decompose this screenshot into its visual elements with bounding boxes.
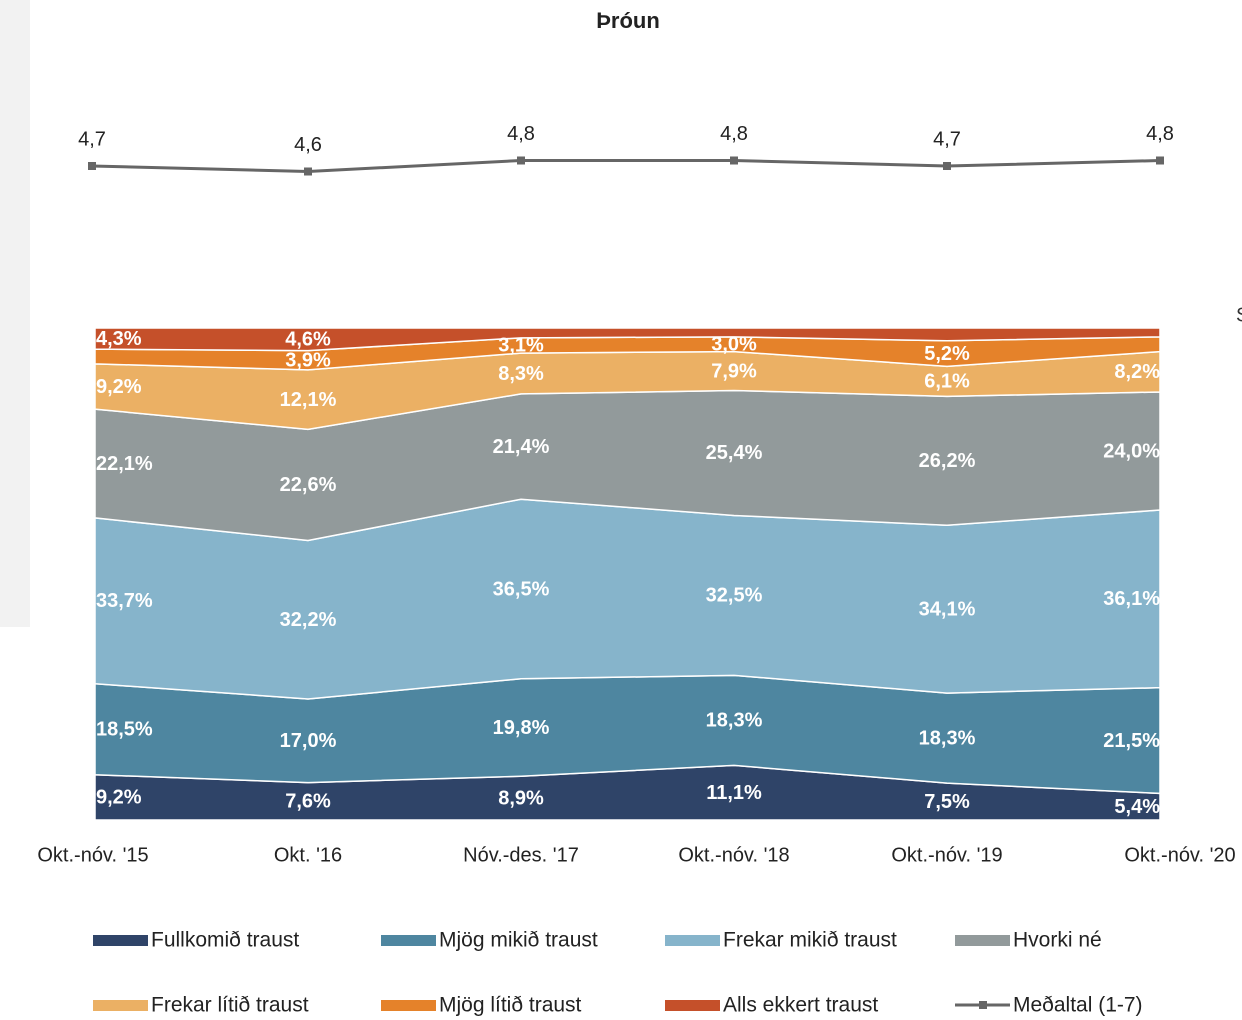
value-label: 3,0% <box>711 334 757 356</box>
mean-marker <box>517 156 525 165</box>
value-label: 12,1% <box>280 389 337 411</box>
legend-label: Alls ekkert traust <box>723 994 878 1017</box>
legend-label: Mjög mikið traust <box>439 929 598 952</box>
value-label: 8,9% <box>498 787 544 809</box>
value-label: 5,4% <box>1114 796 1160 818</box>
mean-label: 4,6 <box>294 134 322 156</box>
value-label: 36,5% <box>493 578 550 600</box>
mean-label: 4,8 <box>1146 123 1174 145</box>
mean-label: 4,8 <box>720 123 748 145</box>
value-label: 21,4% <box>493 436 550 458</box>
legend-label: Mjög lítið traust <box>439 994 582 1017</box>
value-label: 26,2% <box>919 450 976 472</box>
legend-label: Hvorki né <box>1013 929 1102 952</box>
legend-swatch <box>93 1000 148 1011</box>
legend-swatch <box>93 935 148 946</box>
x-tick-label: Nóv.-des. '17 <box>463 844 579 866</box>
value-label: 24,0% <box>1103 440 1160 462</box>
mean-line <box>91 159 1161 174</box>
value-label: 7,5% <box>924 791 970 813</box>
side-label: S <box>1236 304 1242 326</box>
value-label: 3,9% <box>285 350 331 372</box>
value-label: 7,9% <box>711 360 757 382</box>
value-label: 3,1% <box>498 335 544 357</box>
value-label: 7,6% <box>285 791 331 813</box>
mean-label: 4,7 <box>933 128 961 150</box>
mean-label: 4,7 <box>78 128 106 150</box>
x-tick-label: Okt. '16 <box>274 844 342 866</box>
area <box>94 327 1161 352</box>
x-tick-label: Okt.-nóv. '19 <box>891 844 1002 866</box>
mean-label: 4,8 <box>507 123 535 145</box>
x-tick-label: Okt.-nóv. '20 <box>1124 844 1235 866</box>
value-label: 18,5% <box>96 719 153 741</box>
value-label: 5,2% <box>924 343 970 365</box>
value-label: 21,5% <box>1103 730 1160 752</box>
value-label: 8,3% <box>498 363 544 385</box>
value-label: 32,2% <box>280 609 337 631</box>
x-tick-label: Okt.-nóv. '18 <box>678 844 789 866</box>
legend-swatch <box>955 935 1010 946</box>
value-label: 17,0% <box>280 730 337 752</box>
value-label: 22,6% <box>280 474 337 496</box>
legend-swatch <box>381 935 436 946</box>
value-label: 34,1% <box>919 598 976 620</box>
value-label: 32,5% <box>706 585 763 607</box>
value-label: 4,3% <box>96 328 142 350</box>
legend-label: Meðaltal (1-7) <box>1013 994 1143 1017</box>
chart-title: Þróun <box>596 8 660 33</box>
value-label: 18,3% <box>706 710 763 732</box>
mean-marker <box>304 167 312 176</box>
mean-marker <box>730 156 738 165</box>
value-label: 19,8% <box>493 717 550 739</box>
value-label: 9,2% <box>96 787 142 809</box>
legend-marker <box>979 1001 987 1009</box>
legend-label: Fullkomið traust <box>151 929 299 952</box>
value-label: 25,4% <box>706 442 763 464</box>
value-label: 11,1% <box>706 782 762 804</box>
value-label: 6,1% <box>924 371 970 393</box>
value-label: 8,2% <box>1114 361 1160 383</box>
value-label: 4,6% <box>285 329 331 351</box>
value-label: 36,1% <box>1103 588 1160 610</box>
value-label: 9,2% <box>96 376 142 398</box>
legend-label: Frekar lítið traust <box>151 994 309 1017</box>
mean-marker <box>943 162 951 170</box>
value-label: 22,1% <box>96 453 153 475</box>
legend-swatch <box>665 1000 720 1011</box>
value-label: 18,3% <box>919 727 976 749</box>
legend-swatch <box>665 935 720 946</box>
x-tick-label: Okt.-nóv. '15 <box>37 844 148 866</box>
legend-swatch <box>381 1000 436 1011</box>
side-panel <box>0 0 30 627</box>
mean-marker <box>88 162 96 170</box>
mean-marker <box>1156 156 1164 165</box>
legend-label: Frekar mikið traust <box>723 929 897 952</box>
value-label: 33,7% <box>96 590 153 612</box>
